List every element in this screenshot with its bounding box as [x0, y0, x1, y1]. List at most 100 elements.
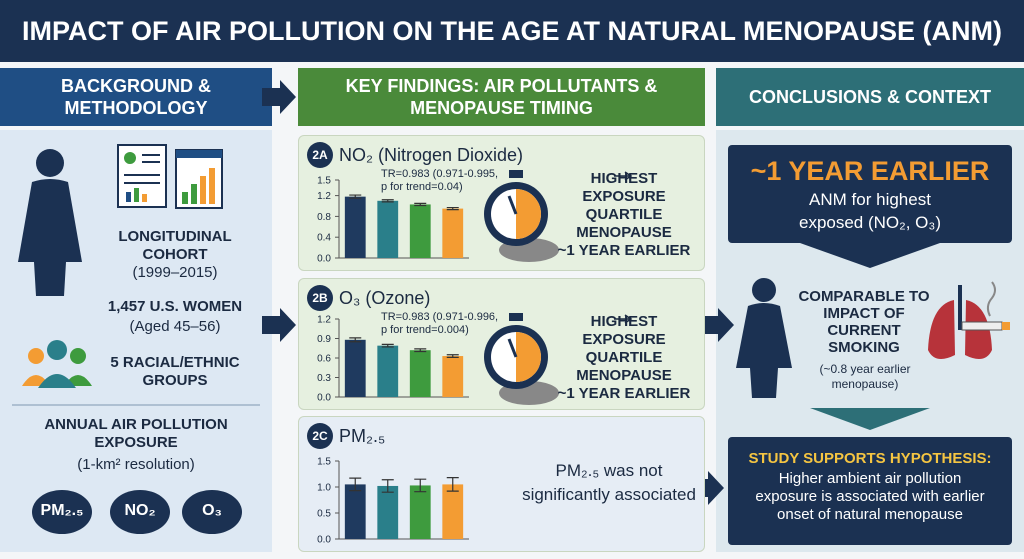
section-title: BACKGROUND & METHODOLOGY: [61, 76, 211, 118]
cohort-label: LONGITUDINAL COHORT: [118, 228, 232, 263]
error-bar: [349, 477, 362, 492]
annotation-line: p for trend=0.04): [381, 181, 463, 193]
sample-size: 1,457 U.S. WOMEN: [107, 298, 243, 315]
pollutant: PM₂.₅: [40, 502, 84, 519]
finding-card: 2C PM₂.₅ 0.0 0.5 1.0 1.5 PM₂.₅ was not signifi…: [298, 416, 705, 552]
y-tick-label: 1.5: [317, 457, 331, 468]
y-tick-label: 1.2: [317, 315, 331, 326]
bar: [409, 485, 431, 539]
icon-part: [516, 332, 541, 382]
pollutant: NO₂: [124, 502, 156, 519]
panel-title: O₃ (Ozone): [339, 288, 431, 308]
panel-title: NO₂ (Nitrogen Dioxide): [339, 145, 524, 165]
bar: [377, 485, 399, 539]
icon-part: [509, 313, 523, 321]
section-title: CONCLUSIONS & CONTEXT: [748, 87, 991, 107]
age-range: (Aged 45–56): [129, 318, 221, 335]
y-tick-label: 0.3: [317, 373, 331, 384]
y-tick-label: 0.0: [317, 393, 331, 404]
bar-chart: 0.0 0.4 0.8 1.2 1.5: [317, 176, 469, 265]
bar: [344, 484, 366, 539]
stopwatch-icon: [484, 313, 559, 405]
arrow-icon: [614, 171, 633, 181]
finding-line: ~1 YEAR EARLIER: [557, 385, 691, 402]
finding-line: MENOPAUSE: [576, 367, 672, 384]
bar: [377, 345, 399, 397]
y-tick-label: 0.6: [317, 354, 331, 365]
icon-part: [507, 195, 518, 215]
hypothesis-title: STUDY SUPPORTS HYPOTHESIS:: [748, 450, 992, 467]
cohort-years: (1999–2015): [132, 264, 218, 281]
groups-label: 5 RACIAL/ETHNIC GROUPS: [110, 354, 240, 389]
error-bar: [381, 479, 394, 493]
icon-part: [507, 338, 518, 358]
y-tick-label: 0.4: [317, 233, 331, 244]
bar: [377, 200, 399, 258]
error-bar: [414, 348, 427, 353]
y-tick-label: 0.0: [317, 535, 331, 546]
error-bar: [414, 202, 427, 207]
annotation: TR=0.983 (0.971-0.996, p for trend=0.004): [381, 311, 498, 337]
bar-chart: 0.0 0.5 1.0 1.5: [317, 457, 469, 546]
annotation: TR=0.983 (0.971-0.995, p for trend=0.04): [381, 168, 498, 194]
page-title: IMPACT OF AIR POLLUTION ON THE AGE AT NA…: [0, 0, 1024, 62]
y-tick-label: 1.5: [317, 176, 331, 187]
error-bar: [349, 194, 362, 199]
y-tick-label: 0.8: [317, 212, 331, 223]
panel-label: 2C: [307, 423, 333, 449]
bar: [442, 208, 464, 258]
stopwatch-icon: [484, 170, 559, 262]
panel-title: PM₂.₅: [339, 426, 386, 446]
section-header: CONCLUSIONS & CONTEXT: [716, 68, 1024, 126]
section-header: KEY FINDINGS: AIR POLLUTANTS & MENOPAUSE…: [298, 68, 705, 126]
annotation-line: TR=0.983 (0.971-0.996,: [381, 311, 499, 323]
headline: ~1 YEAR EARLIER: [750, 156, 990, 186]
resolution: (1-km² resolution): [77, 456, 195, 473]
icon-part: [516, 189, 541, 239]
error-bar: [381, 343, 394, 348]
arrow-icon: [614, 314, 633, 324]
panel-label: 2A: [307, 142, 333, 168]
error-bar: [446, 206, 459, 211]
arrow: [614, 171, 633, 181]
finding-text: HIGHEST EXPOSURE QUARTILE MENOPAUSE ~1 YEA…: [549, 170, 699, 260]
y-tick-label: 1.0: [317, 483, 331, 494]
error-bar: [414, 478, 427, 493]
finding-line: PM₂.₅ was not significantly associated: [522, 461, 696, 504]
annotation-line: p for trend=0.004): [381, 324, 469, 336]
exposure-label: ANNUAL AIR POLLUTION EXPOSURE: [44, 416, 228, 451]
error-bar: [446, 477, 459, 492]
comparison-detail: (~0.8 year earlier menopause): [819, 362, 911, 391]
bar: [409, 350, 431, 397]
arrow: [614, 314, 633, 324]
icon-part: [509, 170, 523, 178]
finding-card: 2B O₃ (Ozone) TR=0.983 (0.971-0.996, p for …: [298, 278, 705, 410]
finding-line: MENOPAUSE: [576, 224, 672, 241]
finding-line: HIGHEST EXPOSURE QUARTILE: [582, 170, 666, 223]
error-bar: [349, 337, 362, 343]
bar-chart: 0.0 0.3 0.6 0.9 1.2: [317, 315, 469, 404]
bar: [344, 196, 366, 258]
bar: [409, 204, 431, 258]
comparison: COMPARABLE TO IMPACT OF CURRENT SMOKING: [798, 288, 930, 356]
y-tick-label: 0.0: [317, 254, 331, 265]
y-tick-label: 1.2: [317, 191, 331, 202]
y-tick-label: 0.5: [317, 509, 331, 520]
bar: [442, 484, 464, 539]
bar: [344, 339, 366, 397]
bar: [442, 356, 464, 397]
section-header: BACKGROUND & METHODOLOGY: [0, 68, 272, 126]
y-tick-label: 0.9: [317, 334, 331, 345]
error-bar: [446, 354, 459, 358]
panel-label: 2B: [307, 285, 333, 311]
section-title: KEY FINDINGS: AIR POLLUTANTS & MENOPAUSE…: [345, 76, 658, 118]
annotation-line: TR=0.983 (0.971-0.995,: [381, 168, 499, 180]
error-bar: [381, 199, 394, 203]
finding-text: HIGHEST EXPOSURE QUARTILE MENOPAUSE ~1 YEA…: [549, 313, 699, 403]
finding-text: PM₂.₅ was not significantly associated: [514, 459, 704, 507]
pollutant: O₃: [202, 502, 222, 519]
hypothesis: Higher ambient air pollution exposure is…: [755, 470, 985, 523]
finding-line: HIGHEST EXPOSURE QUARTILE: [582, 313, 666, 366]
